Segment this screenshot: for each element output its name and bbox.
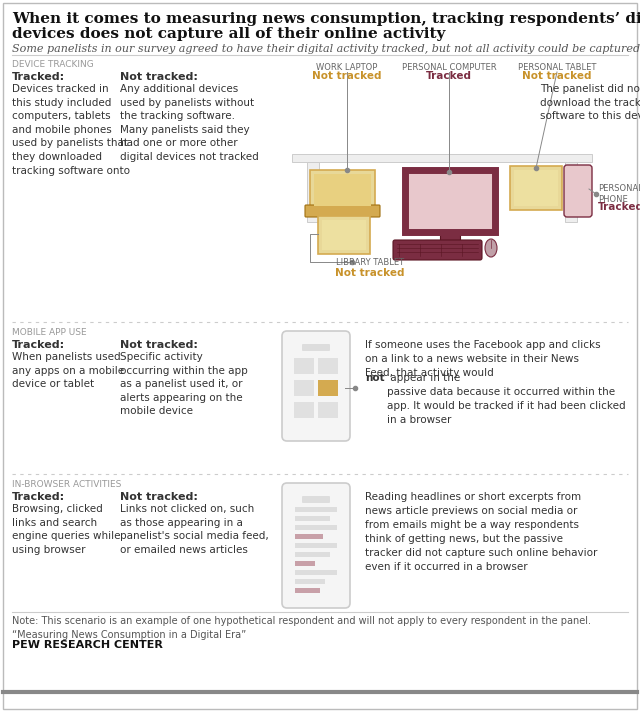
Bar: [310, 170, 375, 210]
Bar: [318, 358, 338, 374]
Text: Some panelists in our survey agreed to have their digital activity tracked, but : Some panelists in our survey agreed to h…: [12, 44, 640, 54]
Text: Browsing, clicked
links and search
engine queries while
using browser: Browsing, clicked links and search engin…: [12, 504, 120, 555]
Bar: [295, 543, 337, 548]
Text: PEW RESEARCH CENTER: PEW RESEARCH CENTER: [12, 640, 163, 650]
Text: Devices tracked in
this study included
computers, tablets
and mobile phones
used: Devices tracked in this study included c…: [12, 84, 130, 176]
Text: Reading headlines or short excerpts from
news article previews on social media o: Reading headlines or short excerpts from…: [365, 492, 597, 572]
Bar: [318, 380, 338, 396]
FancyBboxPatch shape: [305, 205, 380, 217]
FancyBboxPatch shape: [393, 240, 482, 260]
Bar: [322, 220, 366, 250]
Bar: [295, 507, 337, 512]
Bar: [294, 402, 314, 418]
Bar: [295, 525, 337, 530]
Text: devices does not capture all of their online activity: devices does not capture all of their on…: [12, 27, 445, 41]
FancyBboxPatch shape: [564, 165, 592, 217]
Text: Tracked:: Tracked:: [12, 72, 65, 82]
Text: If someone uses the Facebook app and clicks
on a link to a news website in their: If someone uses the Facebook app and cli…: [365, 340, 600, 378]
Text: LIBRARY TABLET: LIBRARY TABLET: [336, 258, 404, 267]
Text: IN-BROWSER ACTIVITIES: IN-BROWSER ACTIVITIES: [12, 480, 122, 489]
Bar: [295, 516, 330, 521]
Text: not: not: [365, 373, 385, 383]
Bar: [425, 240, 475, 246]
Text: Links not clicked on, such
as those appearing in a
panelist's social media feed,: Links not clicked on, such as those appe…: [120, 504, 269, 555]
Bar: [295, 534, 323, 539]
Text: Not tracked:: Not tracked:: [120, 492, 198, 502]
Text: PERSONAL TABLET: PERSONAL TABLET: [518, 63, 596, 72]
Text: Any additional devices
used by panelists without
the tracking software.
Many pan: Any additional devices used by panelists…: [120, 84, 259, 162]
Text: Specific activity
occurring within the app
as a panelist used it, or
alerts appe: Specific activity occurring within the a…: [120, 352, 248, 417]
Text: When panelists used
any apps on a mobile
device or tablet: When panelists used any apps on a mobile…: [12, 352, 124, 389]
Bar: [314, 174, 371, 206]
Text: Not tracked:: Not tracked:: [120, 72, 198, 82]
Text: PERSONAL COMPUTER: PERSONAL COMPUTER: [402, 63, 496, 72]
FancyBboxPatch shape: [302, 496, 330, 503]
Bar: [318, 216, 370, 254]
Text: DEVICE TRACKING: DEVICE TRACKING: [12, 60, 93, 69]
Bar: [294, 358, 314, 374]
Text: Tracked:: Tracked:: [12, 340, 65, 350]
Bar: [307, 162, 319, 222]
Ellipse shape: [485, 239, 497, 257]
Text: Not tracked: Not tracked: [335, 268, 404, 278]
Text: Note: This scenario is an example of one hypothetical respondent and will not ap: Note: This scenario is an example of one…: [12, 616, 591, 640]
Text: Tracked:: Tracked:: [12, 492, 65, 502]
Text: The panelist did not
download the tracking
software to this device: The panelist did not download the tracki…: [540, 84, 640, 121]
Text: MOBILE APP USE: MOBILE APP USE: [12, 328, 86, 337]
Bar: [318, 402, 338, 418]
Bar: [292, 154, 592, 162]
Text: Tracked: Tracked: [426, 71, 472, 81]
Bar: [295, 588, 320, 593]
Bar: [295, 552, 330, 557]
Text: Not tracked: Not tracked: [312, 71, 381, 81]
Bar: [318, 380, 338, 396]
Bar: [295, 570, 337, 575]
Bar: [514, 170, 558, 206]
Text: Not tracked: Not tracked: [522, 71, 592, 81]
Bar: [295, 561, 315, 566]
FancyBboxPatch shape: [282, 331, 350, 441]
Bar: [295, 579, 325, 584]
Bar: [294, 380, 314, 396]
Bar: [510, 166, 562, 210]
FancyBboxPatch shape: [302, 344, 330, 351]
Bar: [405, 170, 495, 232]
Text: Not tracked:: Not tracked:: [120, 340, 198, 350]
Bar: [405, 170, 495, 232]
Text: appear in the
passive data because it occurred within the
app. It would be track: appear in the passive data because it oc…: [387, 373, 626, 425]
Text: When it comes to measuring news consumption, tracking respondents’ digital: When it comes to measuring news consumpt…: [12, 12, 640, 26]
Text: WORK LAPTOP: WORK LAPTOP: [316, 63, 378, 72]
Text: PERSONAL
PHONE: PERSONAL PHONE: [598, 184, 640, 204]
Bar: [565, 162, 577, 222]
Text: Tracked: Tracked: [598, 202, 640, 212]
FancyBboxPatch shape: [282, 483, 350, 608]
Bar: [440, 230, 460, 242]
